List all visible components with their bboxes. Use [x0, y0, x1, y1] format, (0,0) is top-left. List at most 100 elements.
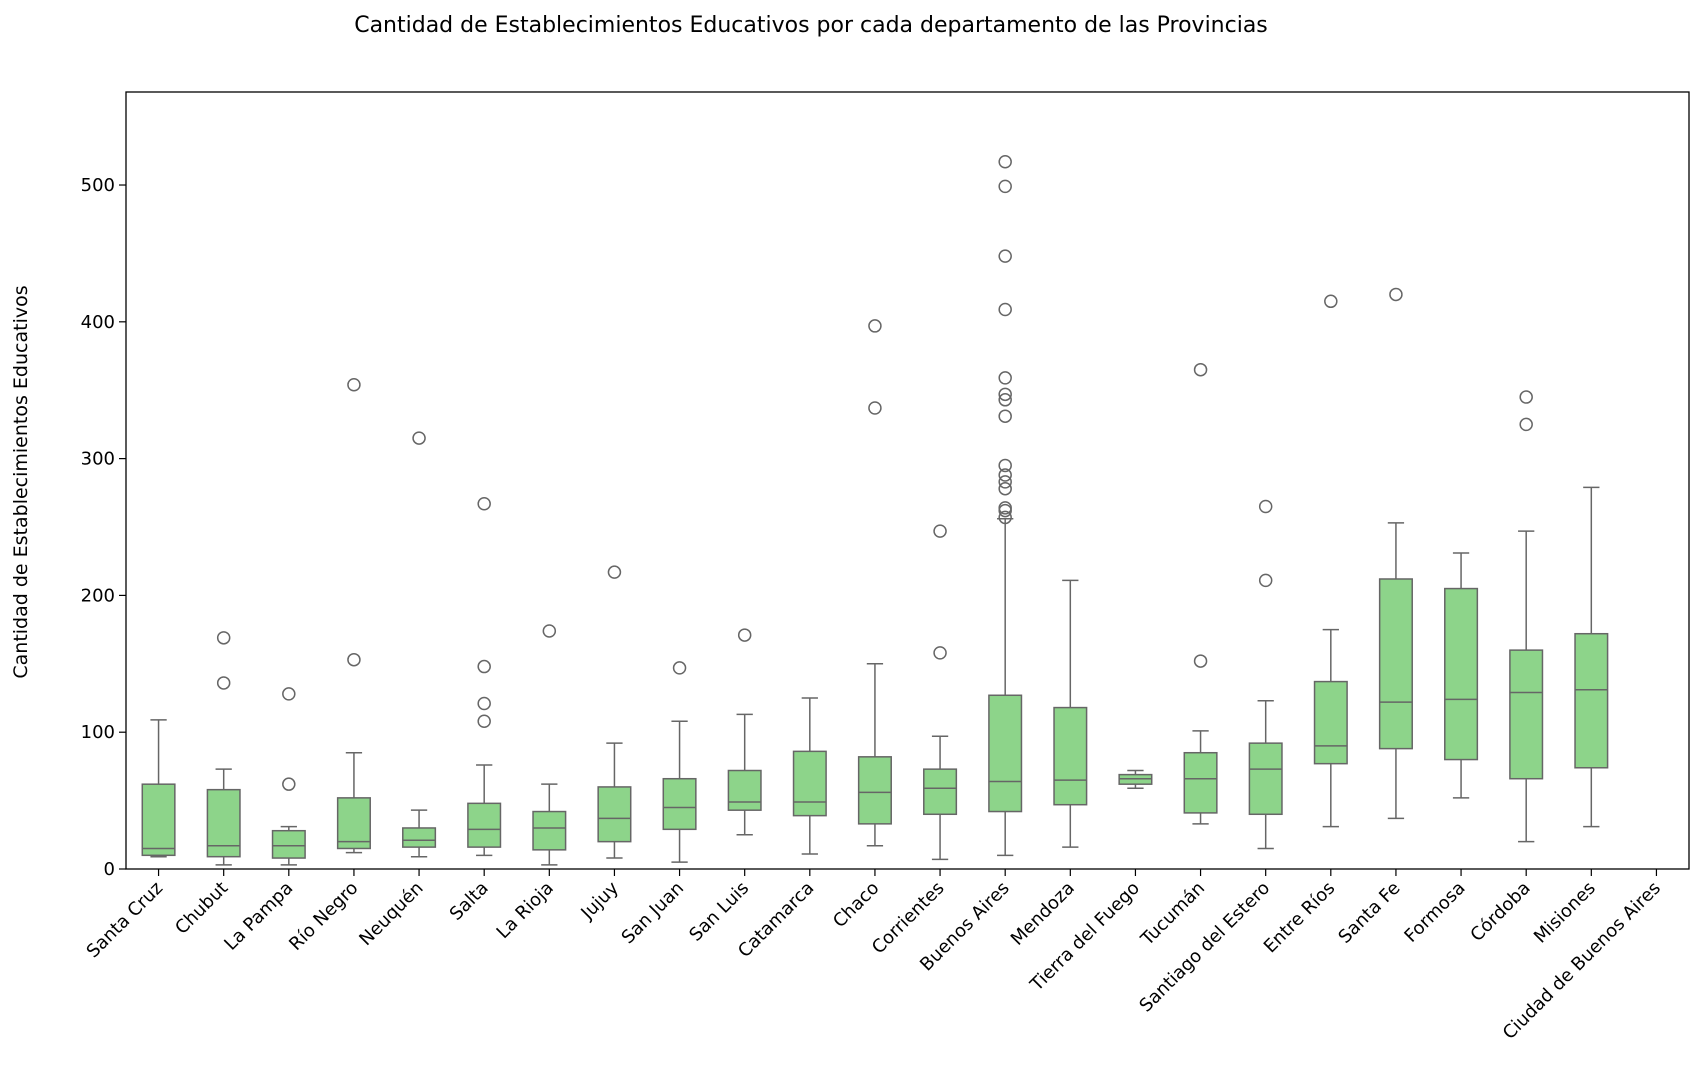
box-group — [857, 319, 892, 847]
y-tick-label: 200 — [81, 585, 115, 606]
outlier-point — [216, 676, 231, 690]
box-group — [597, 565, 632, 859]
outlier-point — [1519, 390, 1533, 404]
outlier-point — [542, 624, 557, 638]
outlier-point — [998, 409, 1012, 423]
outlier-point — [998, 393, 1012, 407]
box — [1444, 587, 1479, 761]
box-group — [206, 631, 241, 866]
box — [467, 802, 502, 848]
outlier-point — [1324, 294, 1338, 309]
box-group — [1574, 486, 1609, 828]
box — [1574, 632, 1609, 769]
x-tick-label: Chaco — [829, 878, 883, 932]
outlier-point — [998, 503, 1012, 518]
outlier-point — [672, 661, 687, 675]
outlier-point — [998, 501, 1012, 515]
box-group — [988, 155, 1023, 857]
plot-frame — [125, 91, 1690, 870]
box — [141, 783, 176, 857]
x-tick-label: Córdoba — [1466, 878, 1534, 946]
outlier-point — [1389, 287, 1403, 302]
outlier-point — [347, 652, 361, 667]
box — [1248, 742, 1283, 816]
outlier-point — [477, 696, 491, 711]
outlier-point — [1258, 499, 1273, 514]
box — [1053, 706, 1088, 806]
box-group — [532, 624, 567, 866]
box-group — [1118, 769, 1153, 790]
box-group — [1313, 294, 1348, 828]
box — [857, 756, 892, 825]
outlier-point — [998, 155, 1012, 169]
box-group — [1509, 390, 1544, 843]
box-group — [402, 431, 437, 858]
outlier-point — [607, 565, 622, 579]
box-group — [792, 697, 827, 855]
x-tick-label: San Luis — [685, 878, 753, 946]
box — [402, 827, 437, 848]
outlier-point — [282, 777, 296, 791]
outlier-point — [1193, 362, 1208, 377]
box-group — [1183, 362, 1218, 825]
outlier-point — [933, 524, 947, 538]
outlier-point — [998, 302, 1012, 317]
box-group — [1053, 579, 1088, 848]
x-tick-label: Río Negro — [285, 878, 362, 955]
outlier-point — [477, 714, 491, 729]
box-group — [141, 719, 176, 858]
x-tick-label: Jujuy — [576, 877, 623, 924]
box-group — [1248, 499, 1283, 850]
box-group — [727, 628, 762, 836]
box — [271, 829, 306, 859]
outlier-point — [868, 401, 882, 415]
box — [727, 769, 762, 811]
outlier-point — [998, 249, 1012, 263]
box — [662, 777, 697, 831]
box — [792, 750, 827, 817]
box — [1313, 680, 1348, 765]
x-tick-label: San Juan — [618, 878, 689, 949]
y-tick-label: 500 — [81, 175, 115, 196]
x-tick-label: Santiago del Estero — [1135, 878, 1274, 1017]
box — [1378, 578, 1413, 750]
outlier-point — [1519, 417, 1533, 432]
x-tick-label: Formosa — [1400, 878, 1469, 947]
x-tick-label: Entre Ríos — [1260, 878, 1340, 958]
outlier-point — [477, 659, 491, 674]
outlier-point — [998, 179, 1012, 194]
y-axis-label: Cantidad de Establecimientos Educativos — [10, 285, 32, 678]
box — [1509, 649, 1544, 780]
outlier-point — [998, 481, 1012, 496]
outlier-point — [412, 431, 426, 445]
box — [923, 768, 958, 816]
box — [206, 788, 241, 858]
box-group — [336, 377, 371, 854]
outlier-point — [998, 387, 1012, 402]
x-tick-label: Neuquén — [355, 878, 427, 950]
x-tick-label: Tierra del Fuego — [1026, 878, 1144, 996]
box — [336, 797, 371, 850]
box — [597, 786, 632, 843]
outlier-point — [347, 377, 361, 392]
box-group — [923, 524, 958, 861]
x-tick-label: La Pampa — [220, 878, 297, 955]
outlier-point — [1193, 654, 1208, 668]
box-group — [271, 687, 306, 866]
outlier-point — [998, 371, 1012, 385]
box-group — [662, 661, 697, 863]
box-group — [467, 497, 502, 857]
outlier-point — [998, 510, 1012, 525]
y-tick-label: 100 — [81, 722, 115, 743]
outlier-point — [933, 646, 947, 660]
box — [532, 810, 567, 851]
outlier-point — [216, 631, 231, 645]
chart-title: Cantidad de Establecimientos Educativos … — [354, 13, 1268, 38]
box-group — [1444, 552, 1479, 799]
outlier-point — [998, 475, 1012, 489]
x-tick-label: Santa Fe — [1334, 878, 1404, 948]
x-tick-label: La Rioja — [493, 878, 558, 943]
outlier-point — [1258, 573, 1273, 588]
